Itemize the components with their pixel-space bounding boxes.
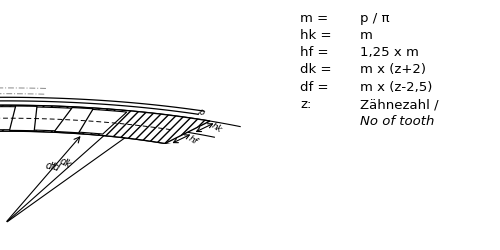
- Text: z:: z:: [300, 98, 312, 111]
- Polygon shape: [30, 107, 72, 131]
- Text: m =: m =: [300, 12, 328, 24]
- Text: hf =: hf =: [300, 46, 328, 59]
- Text: m: m: [360, 29, 373, 42]
- Text: d: d: [51, 162, 61, 173]
- Text: hk =: hk =: [300, 29, 332, 42]
- Text: 1,25 x m: 1,25 x m: [360, 46, 419, 59]
- Text: p: p: [196, 106, 206, 117]
- Text: hk: hk: [210, 121, 224, 134]
- Polygon shape: [10, 106, 37, 131]
- Polygon shape: [54, 108, 93, 133]
- Text: dk =: dk =: [300, 64, 332, 76]
- Polygon shape: [76, 110, 127, 134]
- Text: df: df: [44, 161, 56, 173]
- Text: p / π: p / π: [360, 12, 390, 24]
- Text: Zähnezahl /: Zähnezahl /: [360, 98, 438, 111]
- Text: hf: hf: [186, 134, 198, 146]
- Text: m x (z+2): m x (z+2): [360, 64, 426, 76]
- Polygon shape: [0, 105, 210, 144]
- Polygon shape: [0, 107, 16, 130]
- Text: No of tooth: No of tooth: [360, 115, 434, 128]
- Text: m x (z-2,5): m x (z-2,5): [360, 81, 432, 94]
- Text: df =: df =: [300, 81, 328, 94]
- Text: dk: dk: [58, 156, 73, 170]
